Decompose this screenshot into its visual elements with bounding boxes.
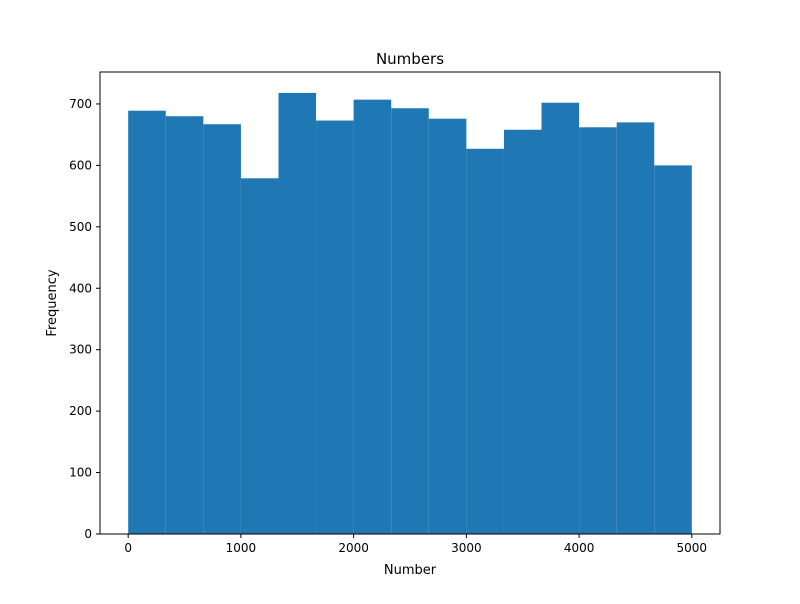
plot-frame: [99, 71, 721, 535]
histogram-bar: [353, 99, 392, 535]
y-tick-label: 500: [69, 220, 92, 234]
x-ticks-layer: 0 1000 2000 3000 4000 5000: [124, 534, 707, 555]
histogram-bar: [203, 124, 241, 535]
y-tick-label: 0: [84, 527, 92, 541]
y-tick-label: 400: [69, 281, 92, 295]
y-tick-label: 600: [69, 158, 92, 172]
histogram-bar: [466, 148, 504, 534]
x-tick-label: 3000: [451, 541, 482, 555]
histogram-bar: [128, 110, 166, 535]
y-tick-label: 100: [69, 466, 92, 480]
histogram-bar: [579, 127, 617, 535]
histogram-bar: [428, 118, 467, 534]
histogram-bar: [278, 92, 317, 534]
y-tick-label: 700: [69, 97, 92, 111]
histogram-bar: [541, 102, 580, 535]
histogram-bar: [503, 129, 542, 534]
x-tick-label: 0: [124, 541, 132, 555]
histogram-bar: [391, 108, 429, 534]
histogram-bar: [165, 116, 204, 534]
y-tick-label: 300: [69, 343, 92, 357]
x-tick-label: 4000: [564, 541, 595, 555]
histogram-bar: [616, 122, 655, 535]
x-axis-label: Number: [384, 563, 437, 578]
histogram-bar: [316, 120, 354, 534]
y-tick-label: 200: [69, 404, 92, 418]
chart-title: Numbers: [376, 50, 444, 68]
x-tick-label: 5000: [677, 541, 708, 555]
y-ticks-layer: 0 100 200 300 400 500 600 700: [69, 97, 100, 541]
histogram-bar: [654, 165, 692, 534]
bars-layer: [128, 92, 692, 535]
histogram-bar: [240, 178, 279, 534]
x-tick-label: 2000: [338, 541, 369, 555]
y-axis-label: Frequency: [45, 269, 60, 336]
x-tick-label: 1000: [226, 541, 257, 555]
